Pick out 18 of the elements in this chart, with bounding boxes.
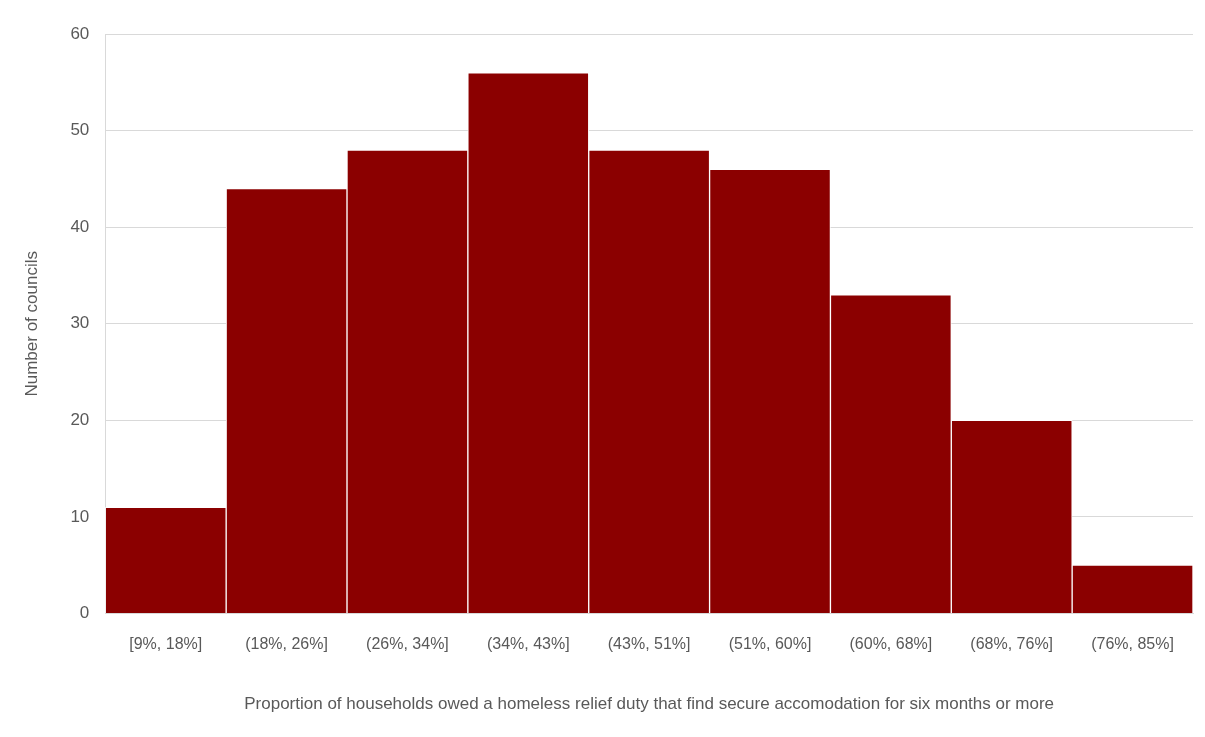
y-tick-label: 30 <box>70 313 90 333</box>
x-tick-label: (68%, 76%] <box>970 635 1054 653</box>
x-axis-title: Proportion of households owed a homeless relief duty that find secure accomodation for six months or more <box>244 694 1055 714</box>
y-tick-label: 20 <box>70 410 90 430</box>
x-tick-label: (51%, 60%] <box>728 635 812 653</box>
x-tick-label: (34%, 43%] <box>486 635 570 653</box>
y-tick-label: 60 <box>70 23 90 43</box>
x-tick-label: (43%, 51%] <box>607 635 691 653</box>
y-tick-label: 40 <box>70 216 90 236</box>
x-tick-label: (18%, 26%] <box>245 635 328 653</box>
x-tick-label: (60%, 68%] <box>849 635 933 653</box>
x-tick-label: (26%, 34%] <box>366 635 449 653</box>
x-tick-label: [9%, 18%] <box>129 635 203 653</box>
y-tick-label: 50 <box>70 120 90 140</box>
y-tick-label: 10 <box>70 506 90 526</box>
y-tick-label: 0 <box>79 603 90 623</box>
x-tick-label: (76%, 85%] <box>1091 635 1174 653</box>
y-axis-title: Number of councils <box>21 251 41 397</box>
